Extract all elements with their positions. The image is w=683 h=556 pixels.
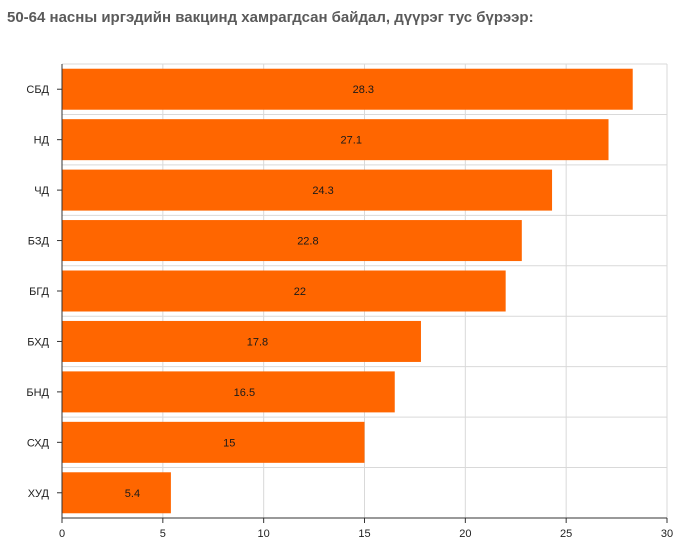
x-tick-label: 30 [661,528,673,540]
data-label: 5.4 [125,488,140,500]
x-tick-label: 0 [59,528,65,540]
data-label: 28.3 [353,84,374,96]
bar [62,421,365,463]
data-label: 17.8 [247,336,268,348]
data-label: 15 [223,437,235,449]
data-label: 24.3 [312,185,333,197]
bar [62,472,171,514]
category-label: СБД [26,84,49,96]
bar [62,270,506,312]
data-label: 22 [294,286,306,298]
data-label: 16.5 [234,387,255,399]
data-label: 27.1 [341,135,362,147]
bar [62,169,553,211]
x-tick-label: 20 [459,528,471,540]
category-label: НД [34,135,50,147]
bar [62,68,633,110]
category-label: ХУД [28,488,50,500]
bar [62,320,421,362]
chart-title: 50-64 насны иргэдийн вакцинд хамрагдсан … [7,9,534,26]
bar [62,371,395,413]
category-label: БХД [27,336,49,348]
category-label: БГД [29,286,49,298]
x-tick-label: 5 [160,528,166,540]
bar [62,119,609,161]
x-tick-label: 15 [358,528,370,540]
x-tick-label: 10 [258,528,270,540]
category-label: СХД [27,437,50,449]
data-label: 22.8 [297,236,318,248]
x-tick-label: 25 [560,528,572,540]
category-label: ЧД [34,185,49,197]
category-label: БНД [26,387,49,399]
bar [62,220,522,262]
category-label: БЗД [28,236,50,248]
